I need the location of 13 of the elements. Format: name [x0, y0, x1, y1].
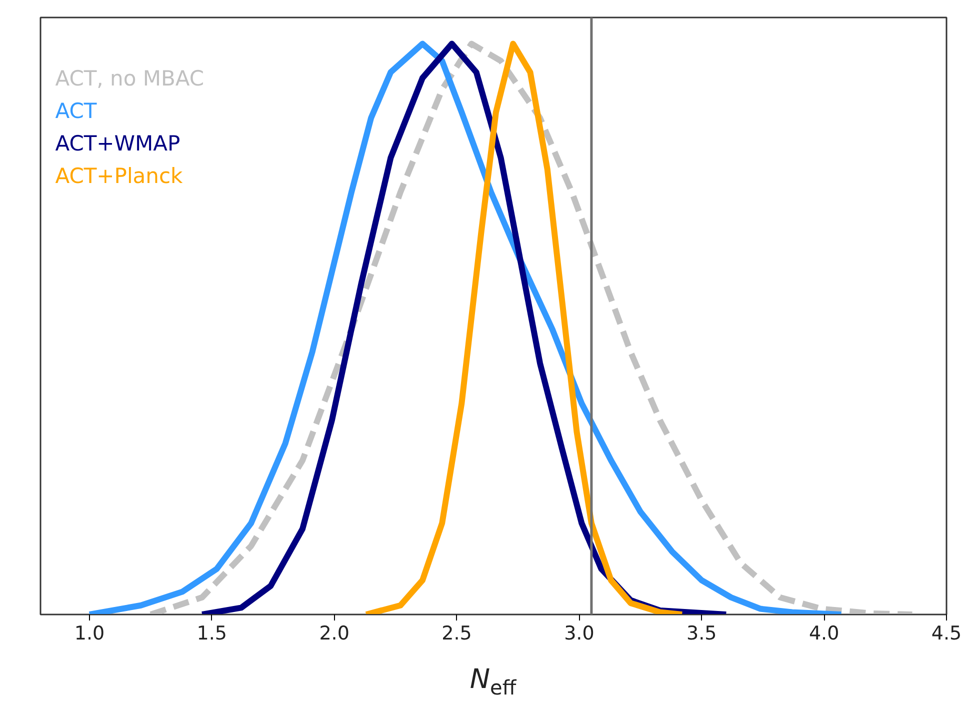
x-tick-label: 2.5 [442, 622, 472, 644]
x-tick-label: 1.5 [196, 622, 228, 644]
x-tick-label: 2.0 [319, 622, 350, 644]
text: ACT [55, 99, 97, 124]
text: ACT, no MBAC [55, 66, 204, 91]
x-tick-label: 1.0 [74, 622, 105, 644]
text: ACT+Planck [55, 164, 184, 188]
x-tick-label: 3.0 [564, 622, 594, 644]
x-axis-title: N$_{eff}$ [470, 664, 516, 700]
x-tick-label: 4.5 [931, 622, 962, 644]
x-tick-label: 3.5 [686, 622, 717, 644]
text: ACT+WMAP [55, 132, 180, 156]
x-tick-label: 4.0 [808, 622, 840, 644]
